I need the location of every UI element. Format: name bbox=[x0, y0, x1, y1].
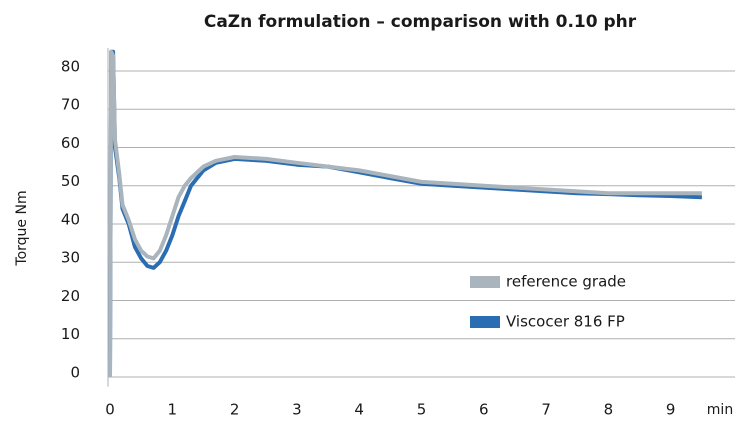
x-axis-label: min bbox=[707, 402, 733, 418]
x-tick-label: 7 bbox=[541, 401, 551, 419]
x-tick-label: 1 bbox=[168, 401, 178, 419]
y-tick-label: 70 bbox=[61, 96, 80, 114]
y-tick-label: 0 bbox=[70, 363, 80, 381]
x-tick-label: 8 bbox=[604, 401, 614, 419]
x-tick-label: 4 bbox=[354, 401, 364, 419]
x-tick-label: 5 bbox=[417, 401, 427, 419]
chart-title: CaZn formulation – comparison with 0.10 … bbox=[204, 12, 637, 32]
y-tick-label: 20 bbox=[61, 287, 80, 305]
y-tick-label: 50 bbox=[61, 172, 80, 190]
y-tick-label: 80 bbox=[61, 57, 80, 75]
y-tick-label: 60 bbox=[61, 134, 80, 152]
x-tick-label: 6 bbox=[479, 401, 489, 419]
y-tick-label: 10 bbox=[61, 325, 80, 343]
x-tick-label: 9 bbox=[666, 401, 676, 419]
y-axis-label: Torque Nm bbox=[14, 190, 30, 266]
x-tick-label: 2 bbox=[230, 401, 240, 419]
legend-label: Viscocer 816 FP bbox=[506, 313, 625, 331]
legend-swatch bbox=[470, 316, 500, 328]
y-tick-label: 30 bbox=[61, 249, 80, 267]
x-tick-label: 0 bbox=[105, 401, 115, 419]
legend-swatch bbox=[470, 276, 500, 288]
y-tick-label: 40 bbox=[61, 210, 80, 228]
legend-label: reference grade bbox=[506, 273, 626, 291]
series-line bbox=[108, 49, 702, 378]
x-tick-label: 3 bbox=[292, 401, 302, 419]
